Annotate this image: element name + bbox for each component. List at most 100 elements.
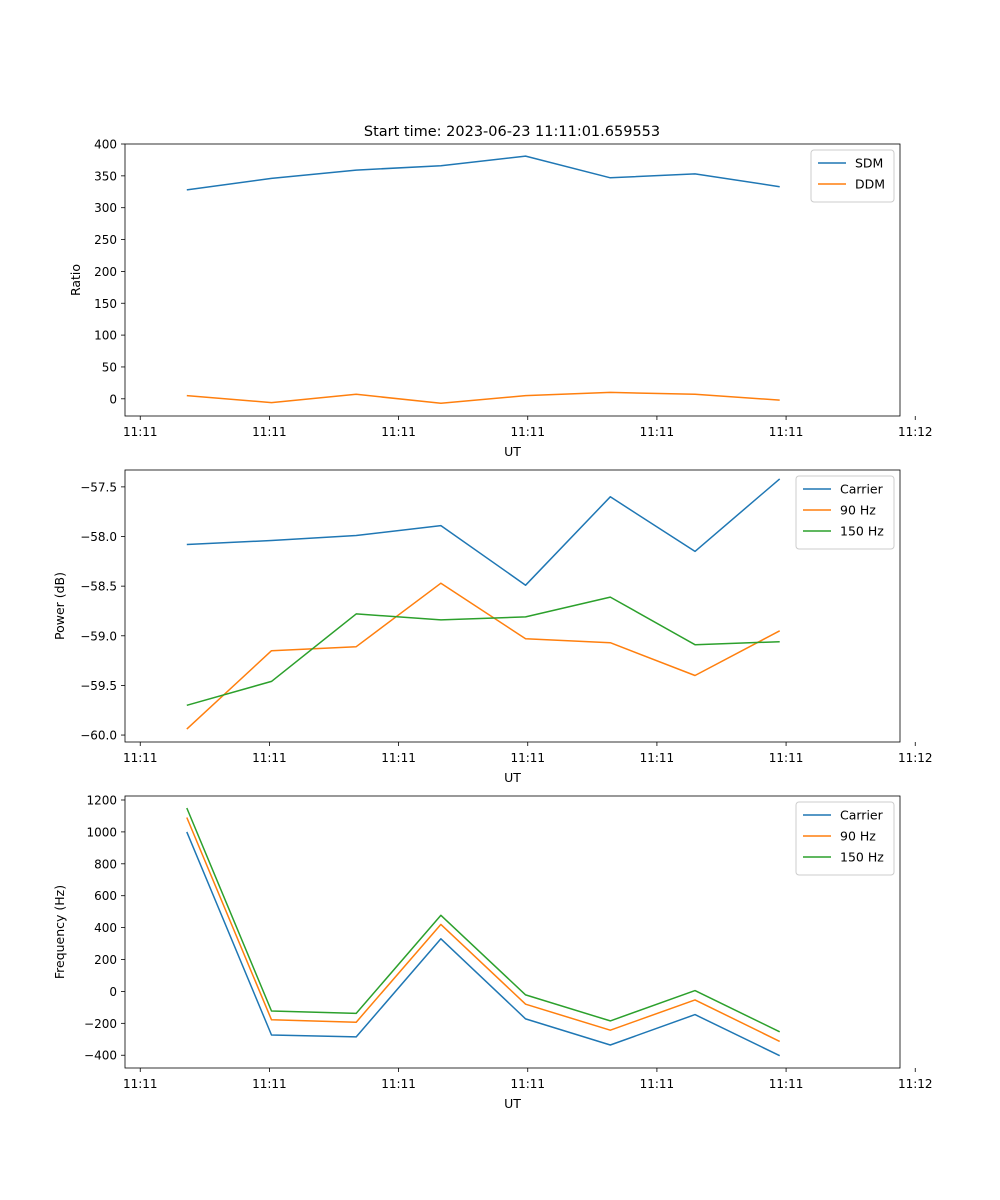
ratio-xtick-label: 11:11 <box>123 425 158 439</box>
frequency-series-1-point-4 <box>524 1003 527 1006</box>
frequency-series-1-line <box>186 817 781 1043</box>
frequency-ytick-label: 1200 <box>86 793 117 807</box>
frequency-series-2-point-1 <box>270 1010 273 1013</box>
power-ytick-label: −57.5 <box>80 480 117 494</box>
power-axes-frame <box>124 469 901 743</box>
ratio-ytick-label: 0 <box>109 392 117 406</box>
power-series-2-point-4 <box>524 615 527 618</box>
frequency-legend-label-0: Carrier <box>840 808 884 823</box>
frequency-series-1-point-3 <box>439 923 442 926</box>
frequency-xtick-label: 11:11 <box>510 1077 545 1091</box>
frequency-series-0-line <box>186 831 781 1057</box>
power-ytick-label: −59.0 <box>80 629 117 643</box>
power-series-0-point-6 <box>694 550 697 553</box>
ratio-series-1-point-6 <box>694 393 697 396</box>
frequency-xtick-label: 11:11 <box>769 1077 804 1091</box>
frequency-xtick-label: 11:11 <box>123 1077 158 1091</box>
frequency-series-0-point-3 <box>439 937 442 940</box>
power-xtick-label: 11:11 <box>510 751 545 765</box>
power-series-0-point-2 <box>355 534 358 537</box>
frequency-series-1-point-0 <box>185 816 188 819</box>
ratio-ytick-label: 200 <box>94 265 117 279</box>
power-series-1-point-4 <box>524 637 527 640</box>
ratio-series-1-point-3 <box>439 402 442 405</box>
frequency-legend-label-2: 150 Hz <box>840 850 884 865</box>
ratio-xtick-label: 11:12 <box>898 425 933 439</box>
power-series-2-point-0 <box>185 704 188 707</box>
power-series-0-point-7 <box>778 477 781 480</box>
power-ytick-label: −59.5 <box>80 679 117 693</box>
ratio-series-0-point-6 <box>694 172 697 175</box>
power-series-2-point-6 <box>694 643 697 646</box>
ratio-xtick-label: 11:11 <box>252 425 287 439</box>
power-series-1-line <box>186 582 781 730</box>
power-series-0-point-0 <box>185 543 188 546</box>
frequency-ytick-label: 0 <box>109 985 117 999</box>
power-series-2-point-2 <box>355 612 358 615</box>
ratio-series-0-point-5 <box>609 176 612 179</box>
ratio-series-0-point-7 <box>778 185 781 188</box>
frequency-series-2-point-0 <box>185 807 188 810</box>
power-ytick-label: −58.5 <box>80 580 117 594</box>
ratio-series-0-point-1 <box>270 177 273 180</box>
ratio-legend-label-0: SDM <box>855 156 883 171</box>
frequency-series-2-point-5 <box>609 1019 612 1022</box>
ratio-series-1-point-4 <box>524 394 527 397</box>
power-series-1-point-5 <box>609 641 612 644</box>
power-series-0-point-4 <box>524 584 527 587</box>
ratio-series-0-point-3 <box>439 164 442 167</box>
figure-title: Start time: 2023-06-23 11:11:01.659553 <box>364 124 660 140</box>
power-xtick-label: 11:11 <box>123 751 158 765</box>
ratio-series-0-point-2 <box>355 169 358 172</box>
power-xtick-label: 11:11 <box>381 751 416 765</box>
power-legend-label-1: 90 Hz <box>840 503 876 518</box>
ratio-xtick-label: 11:11 <box>640 425 675 439</box>
frequency-series-0-point-4 <box>524 1017 527 1020</box>
ratio-legend-label-1: DDM <box>855 177 885 192</box>
frequency-series-0-point-1 <box>270 1034 273 1037</box>
frequency-xtick-label: 11:11 <box>381 1077 416 1091</box>
ratio-ytick-label: 50 <box>102 360 117 374</box>
frequency-ytick-label: −400 <box>84 1049 117 1063</box>
ratio-ytick-label: 400 <box>94 138 117 152</box>
frequency-series-0-point-2 <box>355 1035 358 1038</box>
frequency-ytick-label: 400 <box>94 921 117 935</box>
power-series-1-point-0 <box>185 728 188 731</box>
ratio-xtick-label: 11:11 <box>510 425 545 439</box>
frequency-series-1-point-5 <box>609 1029 612 1032</box>
subplot-frequency: 11:11 11:11 11:11 11:11 11:11 11:11 11:12 −400 −… <box>52 793 933 1111</box>
subplot-ratio: 11:11 11:11 11:11 11:11 11:11 11:11 11:12 0 50 10… <box>68 138 933 460</box>
frequency-ytick-label: 200 <box>94 953 117 967</box>
frequency-series-2-point-2 <box>355 1012 358 1015</box>
ratio-series-0-point-4 <box>524 155 527 158</box>
power-ytick-label: −58.0 <box>80 530 117 544</box>
frequency-series-1-point-2 <box>355 1021 358 1024</box>
power-legend-label-0: Carrier <box>840 482 884 497</box>
power-series-0-line <box>186 478 781 586</box>
frequency-series-1-point-1 <box>270 1018 273 1021</box>
ratio-series-0-point-0 <box>185 188 188 191</box>
ratio-series-1-point-5 <box>609 391 612 394</box>
power-series-2-point-1 <box>270 680 273 683</box>
power-series-2-point-7 <box>778 640 781 643</box>
power-xtick-label: 11:11 <box>252 751 287 765</box>
ratio-ytick-label: 250 <box>94 233 117 247</box>
power-series-2-point-3 <box>439 618 442 621</box>
ratio-ytick-label: 150 <box>94 297 117 311</box>
frequency-xtick-label: 11:11 <box>252 1077 287 1091</box>
power-series-1-point-2 <box>355 645 358 648</box>
power-y-axis-label: Power (dB) <box>52 572 67 640</box>
frequency-series-0-point-5 <box>609 1044 612 1047</box>
power-series-1-point-7 <box>778 629 781 632</box>
frequency-legend-label-1: 90 Hz <box>840 829 876 844</box>
frequency-series-0-point-0 <box>185 830 188 833</box>
ratio-xtick-label: 11:11 <box>381 425 416 439</box>
power-series-1-point-6 <box>694 674 697 677</box>
power-series-0-point-1 <box>270 539 273 542</box>
frequency-series-2-point-6 <box>694 989 697 992</box>
ratio-x-axis-label: UT <box>504 444 521 459</box>
ratio-y-axis-label: Ratio <box>68 264 83 296</box>
frequency-x-axis-label: UT <box>504 1096 521 1111</box>
ratio-series-1-point-0 <box>185 394 188 397</box>
